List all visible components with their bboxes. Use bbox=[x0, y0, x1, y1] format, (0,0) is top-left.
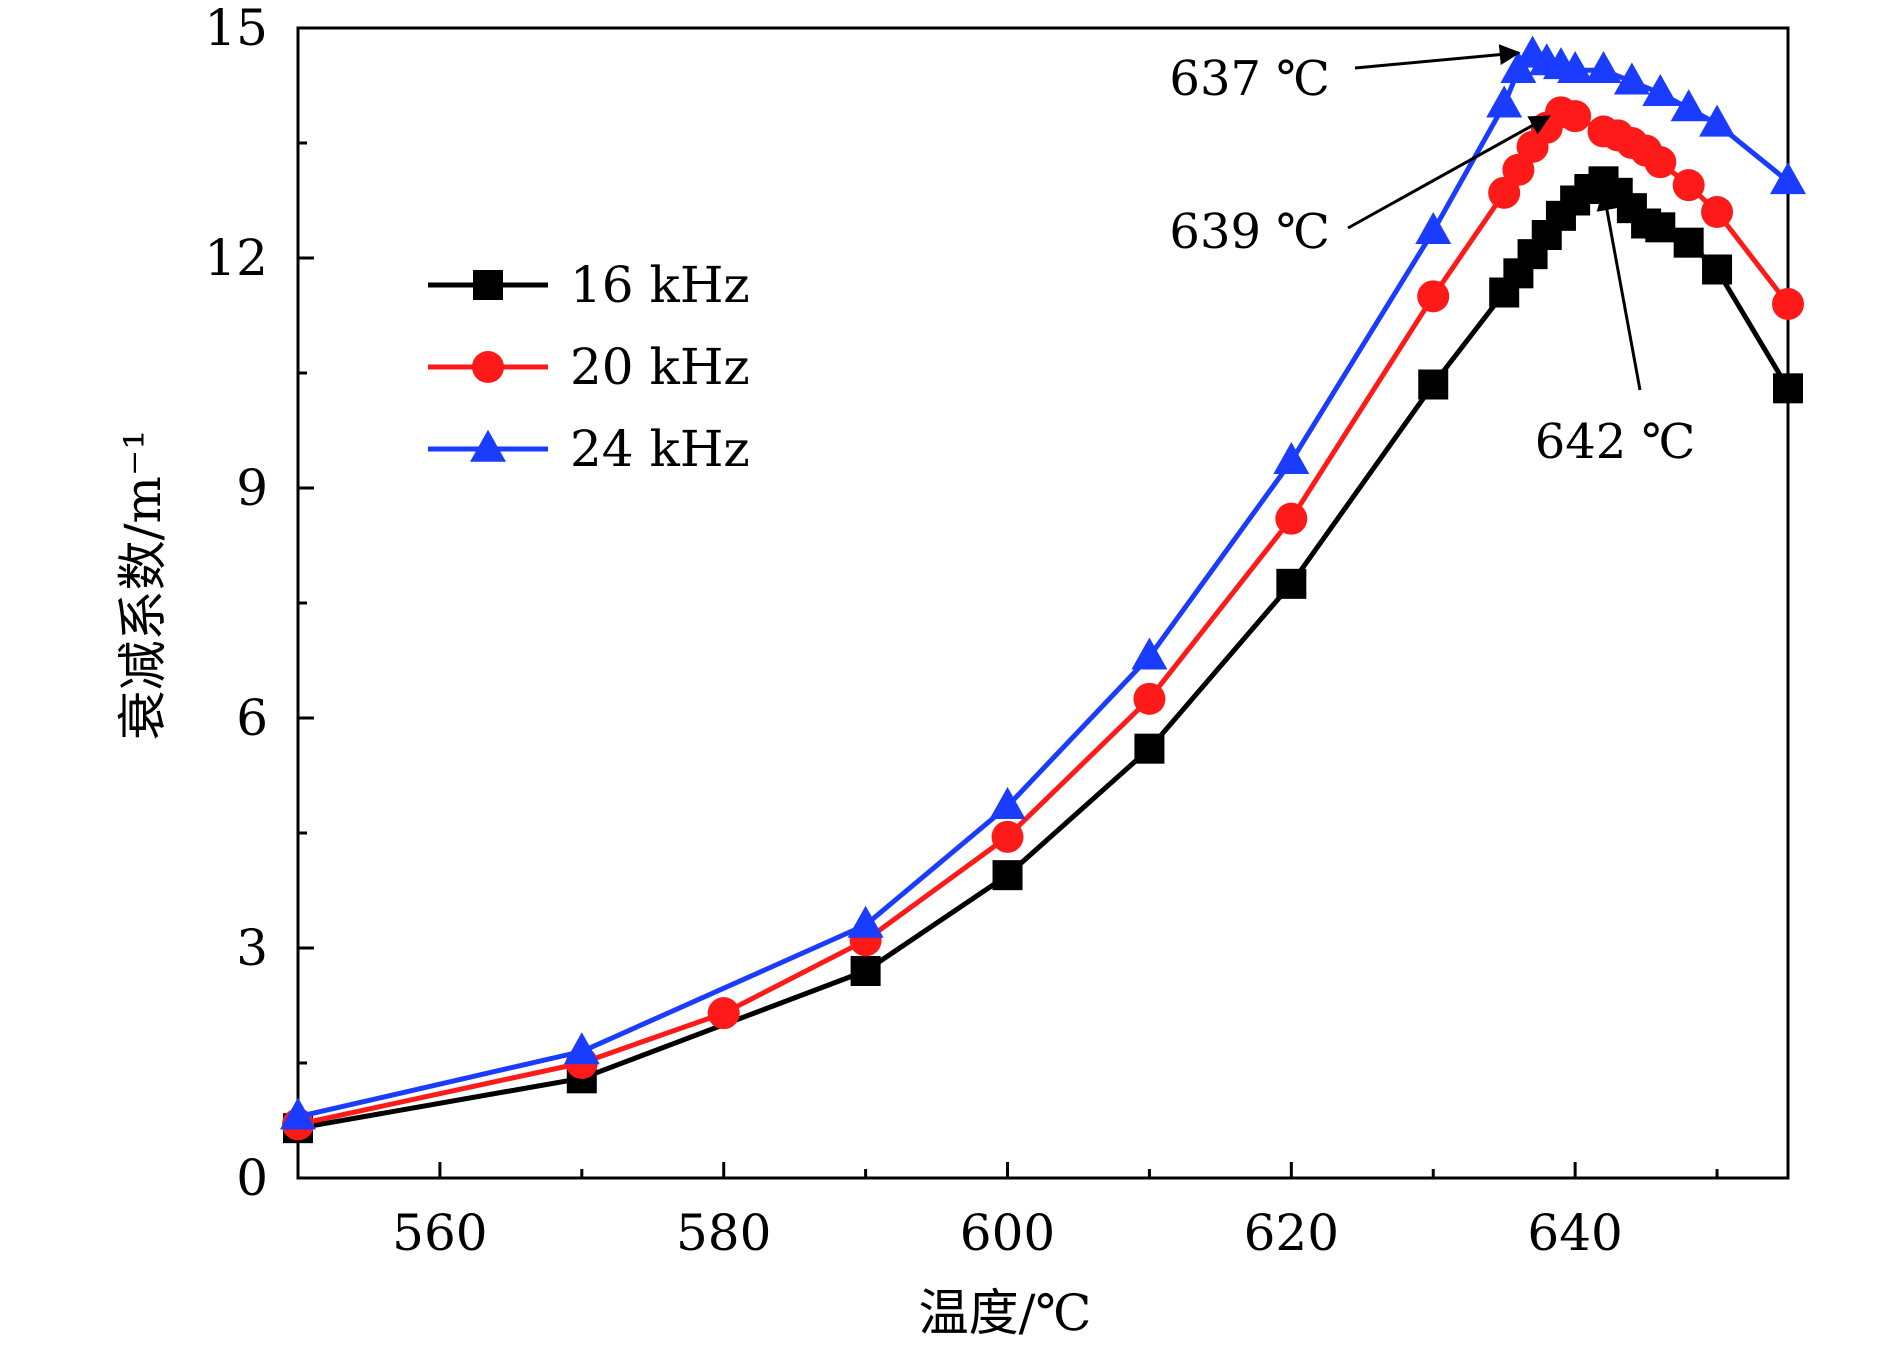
legend-item-1: 20 kHz bbox=[428, 338, 750, 396]
data-point bbox=[989, 786, 1026, 819]
y-tick-label: 9 bbox=[236, 459, 268, 517]
x-tick-label: 580 bbox=[676, 1204, 771, 1262]
data-point bbox=[1702, 254, 1733, 285]
y-tick-label: 15 bbox=[204, 0, 268, 57]
data-point bbox=[563, 1032, 600, 1065]
y-tick-label: 12 bbox=[204, 229, 268, 287]
data-point bbox=[1673, 227, 1704, 258]
series-line bbox=[297, 178, 1791, 1131]
x-tick-label: 560 bbox=[392, 1204, 487, 1262]
data-point bbox=[1486, 85, 1523, 118]
y-tick-label: 6 bbox=[236, 689, 268, 747]
data-point bbox=[1276, 568, 1307, 599]
y-axis-ticks: 0 3 6 9 12 15 bbox=[204, 0, 314, 1207]
data-point bbox=[992, 860, 1023, 891]
data-point bbox=[1131, 637, 1168, 670]
annotation-arrow bbox=[1347, 115, 1551, 230]
data-point bbox=[1701, 196, 1734, 228]
x-tick-label: 640 bbox=[1527, 1204, 1622, 1262]
data-point bbox=[1557, 50, 1594, 83]
y-tick-label: 3 bbox=[236, 919, 268, 977]
annotation-layer: 637 ℃ 639 ℃ 642 ℃ bbox=[1169, 44, 1696, 470]
series-2 bbox=[280, 35, 1806, 1130]
legend-label: 24 kHz bbox=[570, 420, 750, 478]
data-point bbox=[1134, 733, 1165, 764]
data-point bbox=[1559, 100, 1592, 133]
data-point bbox=[1613, 62, 1650, 95]
annotation-arrow bbox=[1596, 189, 1642, 391]
annotation-arrow bbox=[1354, 44, 1521, 70]
data-point bbox=[1670, 89, 1707, 122]
legend-marker bbox=[470, 429, 506, 462]
data-point bbox=[1275, 502, 1308, 535]
data-point bbox=[707, 997, 740, 1030]
legend-item-0: 16 kHz bbox=[428, 256, 750, 314]
data-point bbox=[847, 905, 884, 938]
series-line bbox=[297, 109, 1790, 1127]
data-point bbox=[1772, 288, 1804, 320]
data-point bbox=[1415, 211, 1452, 244]
data-point bbox=[1585, 50, 1622, 83]
data-point bbox=[1642, 73, 1679, 106]
x-tick-label: 600 bbox=[960, 1204, 1055, 1262]
data-point bbox=[1133, 682, 1166, 715]
data-point bbox=[280, 1097, 316, 1130]
data-point bbox=[1644, 146, 1677, 179]
data-point bbox=[1773, 373, 1803, 404]
y-tick-label: 0 bbox=[236, 1149, 268, 1207]
legend-label: 20 kHz bbox=[570, 338, 750, 396]
annotation-label: 642 ℃ bbox=[1535, 414, 1696, 470]
legend-marker bbox=[472, 351, 504, 383]
data-point bbox=[1417, 280, 1450, 313]
annotation-label: 637 ℃ bbox=[1169, 51, 1330, 107]
y-axis-title: 衰减系数/m⁻¹ bbox=[114, 430, 172, 741]
data-point bbox=[1502, 153, 1535, 186]
series-0 bbox=[283, 166, 1803, 1144]
x-axis-title: 温度/℃ bbox=[919, 1284, 1092, 1342]
legend-label: 16 kHz bbox=[570, 256, 750, 314]
legend-marker bbox=[473, 270, 503, 300]
legend-item-2: 24 kHz bbox=[428, 420, 750, 478]
data-point bbox=[1488, 176, 1521, 209]
data-point bbox=[1418, 369, 1449, 400]
series-layer bbox=[280, 35, 1806, 1144]
data-point bbox=[1273, 441, 1310, 474]
annotation-label: 639 ℃ bbox=[1169, 204, 1330, 260]
data-point bbox=[1672, 169, 1705, 202]
data-point bbox=[1645, 212, 1676, 243]
data-point bbox=[850, 956, 881, 986]
data-point bbox=[991, 820, 1024, 853]
data-point bbox=[1770, 162, 1806, 195]
series-1 bbox=[282, 96, 1804, 1141]
legend: 16 kHz 20 kHz 24 kHz bbox=[428, 256, 750, 478]
x-tick-label: 620 bbox=[1244, 1204, 1339, 1262]
data-point bbox=[1699, 104, 1736, 137]
x-axis-ticks: 560 580 600 620 640 bbox=[296, 1162, 1719, 1262]
